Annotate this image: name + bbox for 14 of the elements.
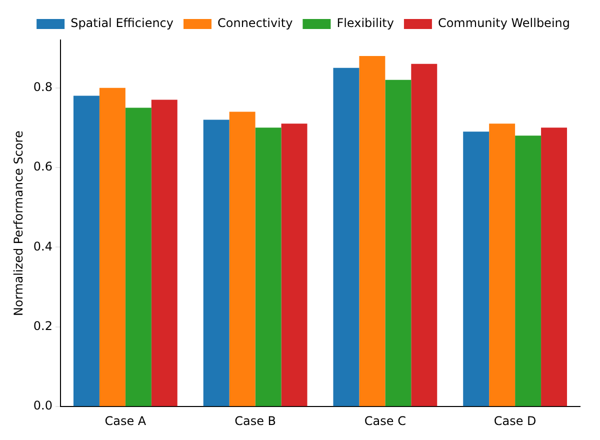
legend-label: Community Wellbeing (438, 16, 570, 30)
y-tick-label: 0.4 (33, 239, 52, 254)
y-axis-title: Normalized Performance Score (11, 130, 26, 316)
x-tick-label: Case A (104, 414, 147, 428)
y-tick-label: 0.0 (33, 398, 52, 413)
x-tick-label: Case D (494, 414, 536, 428)
legend-label: Flexibility (336, 16, 394, 30)
legend-label: Connectivity (218, 16, 293, 30)
y-tick-label: 0.6 (33, 160, 52, 174)
x-tick-label: Case B (234, 414, 276, 428)
legend-label: Spatial Efficiency (70, 16, 174, 30)
x-tick-label: Case C (364, 414, 406, 428)
y-tick-label: 0.2 (33, 319, 52, 334)
y-tick-label: 0.8 (33, 80, 52, 94)
